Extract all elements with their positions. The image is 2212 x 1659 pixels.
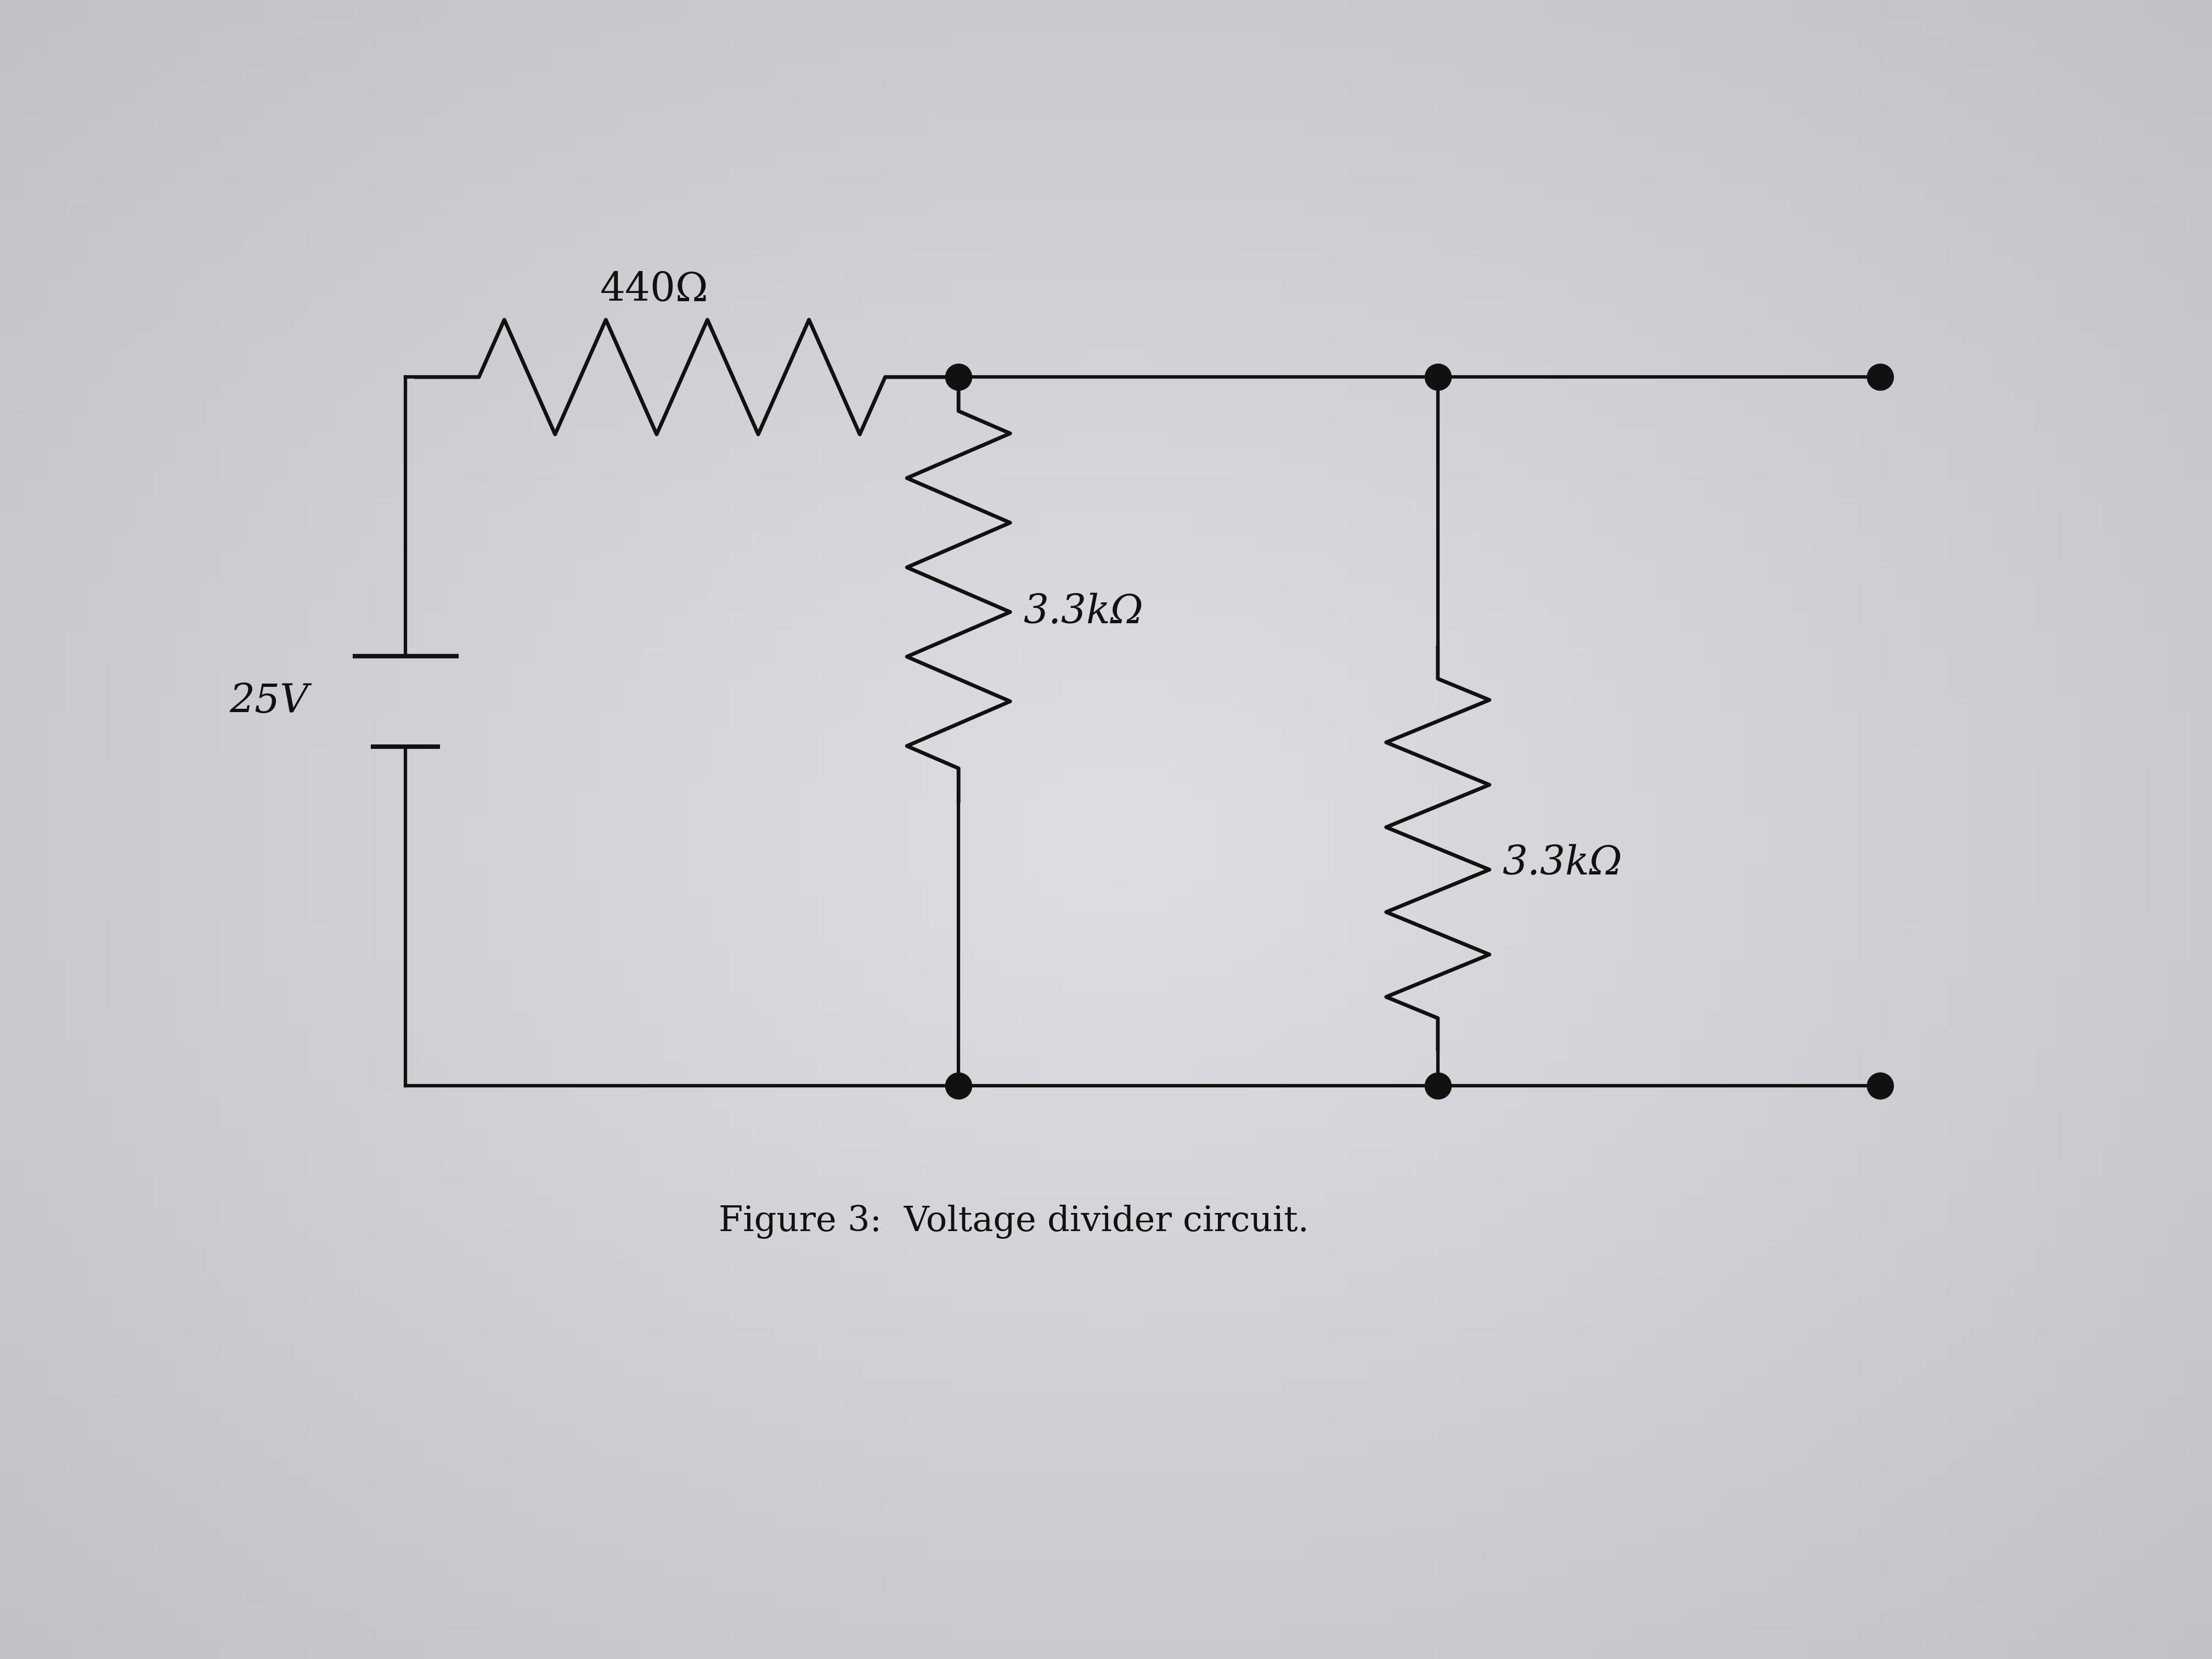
Text: 3.3kΩ: 3.3kΩ: [1022, 592, 1144, 632]
Text: Figure 3:  Voltage divider circuit.: Figure 3: Voltage divider circuit.: [719, 1204, 1310, 1239]
Point: [1863, 363, 1898, 390]
Point: [1863, 1073, 1898, 1100]
Point: [1420, 363, 1455, 390]
Point: [1420, 1073, 1455, 1100]
Text: 3.3kΩ: 3.3kΩ: [1502, 844, 1621, 883]
Text: 25V: 25V: [230, 682, 310, 720]
Text: 440Ω: 440Ω: [599, 270, 708, 309]
Point: [940, 1073, 975, 1100]
Point: [940, 363, 975, 390]
